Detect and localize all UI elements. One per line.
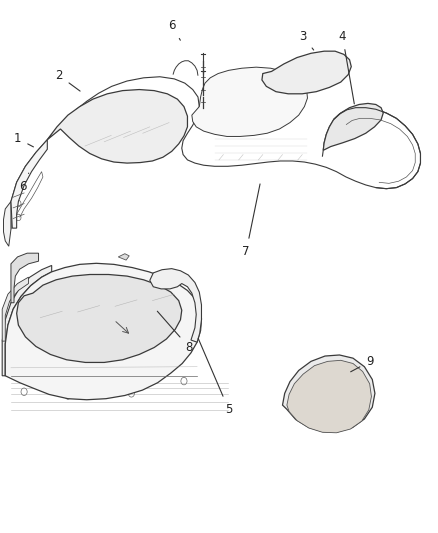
Polygon shape [2,265,52,376]
Polygon shape [287,360,371,433]
Polygon shape [11,253,39,303]
Polygon shape [11,140,47,228]
Polygon shape [192,67,307,136]
Polygon shape [150,269,201,342]
Polygon shape [118,254,129,260]
Polygon shape [262,51,351,94]
Text: 7: 7 [242,184,260,258]
Text: 6: 6 [168,19,180,41]
Polygon shape [4,201,11,246]
Text: 2: 2 [55,69,80,91]
Polygon shape [17,274,182,362]
Polygon shape [2,277,28,341]
Text: 4: 4 [339,30,354,104]
Polygon shape [283,355,375,432]
Text: 6: 6 [19,173,28,193]
Text: 8: 8 [157,311,193,354]
Polygon shape [47,90,187,163]
Polygon shape [5,263,201,400]
Polygon shape [323,103,383,150]
Text: 1: 1 [14,132,33,147]
Text: 9: 9 [351,355,374,372]
Text: 3: 3 [300,30,314,50]
Text: 5: 5 [198,338,232,416]
